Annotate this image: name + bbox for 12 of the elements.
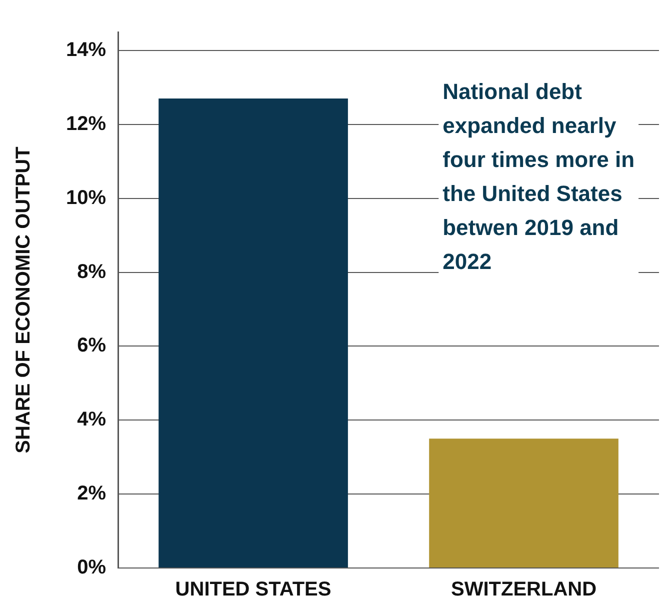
y-tick-label: 12% xyxy=(66,112,106,135)
y-tick-label: 0% xyxy=(77,556,106,579)
annotation: National debt expanded nearly four times more in the United States betwen 2019 and 2022 xyxy=(442,79,635,274)
y-tick-label: 14% xyxy=(66,39,106,61)
y-tick-label: 6% xyxy=(77,334,106,357)
y-tick-label: 4% xyxy=(77,408,106,431)
y-tick-label: 10% xyxy=(66,186,106,209)
y-tick-label: 2% xyxy=(77,482,106,505)
y-tick-label: 8% xyxy=(77,260,106,283)
y-axis-title: SHARE OF ECONOMIC OUTPUT xyxy=(12,146,35,454)
x-tick-label: SWITZERLAND xyxy=(450,578,597,601)
x-tick-label: UNITED STATES xyxy=(175,578,332,601)
